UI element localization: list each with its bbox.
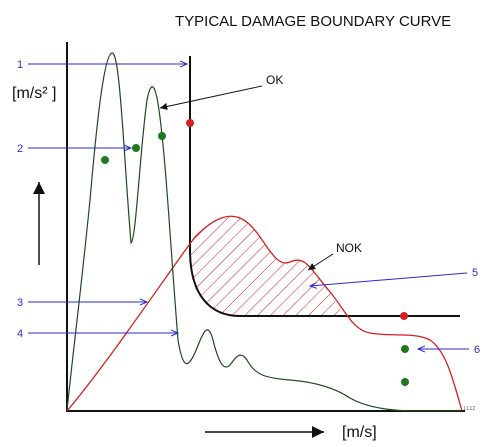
damage-boundary-curve <box>189 56 460 317</box>
diagram-title: TYPICAL DAMAGE BOUNDARY CURVE <box>175 13 451 30</box>
velocity-curve <box>66 215 463 412</box>
marker-4-label: 4 <box>17 328 23 340</box>
ok-point <box>401 378 409 386</box>
nok-callout-label: NOK <box>336 241 362 255</box>
x-axis-unit-label: [m/s] <box>342 424 377 441</box>
marker-5-label: 5 <box>472 267 478 279</box>
nok-point <box>186 119 194 127</box>
acceleration-curve <box>66 52 462 412</box>
ok-point <box>401 345 409 353</box>
marker-2-label: 2 <box>17 143 23 155</box>
corner-code: LL12 <box>464 406 475 412</box>
ok-point <box>158 132 166 140</box>
y-axis-unit-label: [m/s² ] <box>12 85 56 102</box>
marker-5-arrow <box>310 272 468 286</box>
marker-3-label: 3 <box>17 297 23 309</box>
ok-callout-arrow <box>159 85 263 111</box>
nok-callout-arrow <box>307 253 334 271</box>
ok-point <box>101 156 109 164</box>
ok-callout-label: OK <box>266 73 283 87</box>
ok-point <box>132 144 140 152</box>
nok-region <box>190 216 344 316</box>
marker-1-label: 1 <box>17 59 23 71</box>
nok-point <box>400 312 408 320</box>
marker-6-label: 6 <box>474 344 480 356</box>
